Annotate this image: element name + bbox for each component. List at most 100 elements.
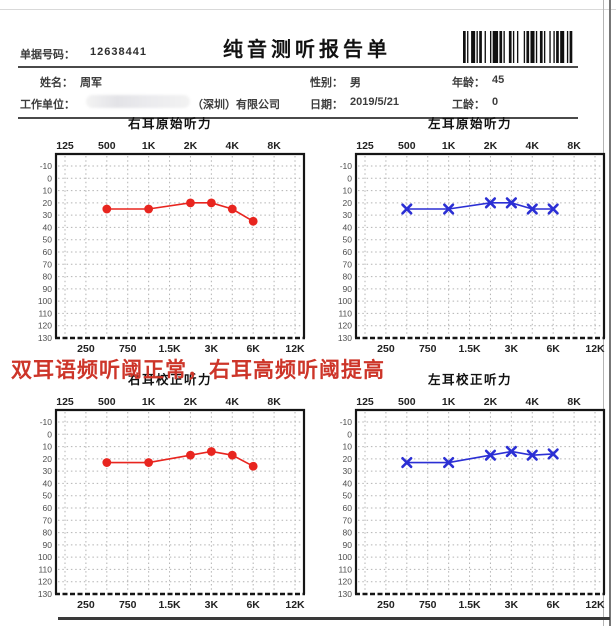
svg-text:20: 20 [43,198,53,208]
svg-text:3K: 3K [205,599,219,611]
svg-text:2K: 2K [484,140,498,152]
service-years-value: 0 [492,96,499,108]
svg-text:12K: 12K [285,599,305,611]
svg-text:500: 500 [398,396,416,408]
page-right-edge-line-outer [609,0,611,626]
svg-text:110: 110 [338,308,352,318]
svg-text:1K: 1K [142,396,156,408]
svg-text:130: 130 [38,589,52,599]
svg-text:90: 90 [43,540,53,550]
svg-text:8K: 8K [567,396,581,408]
doc-number-value: 12638441 [90,46,147,58]
svg-text:120: 120 [338,321,352,331]
svg-text:-10: -10 [40,161,53,171]
svg-text:60: 60 [43,247,53,257]
company-name-redacted-blur [86,95,190,108]
svg-text:8K: 8K [567,140,581,152]
svg-text:250: 250 [377,599,395,611]
audiogram-left-ear-corrected: -10 0 10 20 30 40 50 60 70 80 90 100 110 120 130 125 500… [338,372,606,611]
svg-text:750: 750 [419,599,437,611]
svg-text:120: 120 [38,577,52,587]
svg-text:60: 60 [343,503,353,513]
svg-text:100: 100 [38,552,52,562]
header-divider-top [18,66,578,68]
svg-text:1.5K: 1.5K [458,343,481,355]
svg-text:130: 130 [338,589,352,599]
svg-text:4K: 4K [226,140,240,152]
svg-text:250: 250 [77,343,95,355]
svg-text:125: 125 [356,396,374,408]
svg-text:0: 0 [347,429,352,439]
svg-text:500: 500 [98,396,116,408]
service-years-label: 工龄： [452,99,485,111]
svg-text:60: 60 [343,247,353,257]
svg-text:80: 80 [43,272,53,282]
header-divider-bottom [18,117,578,119]
svg-text:1.5K: 1.5K [158,343,181,355]
svg-text:750: 750 [119,343,137,355]
svg-text:6K: 6K [546,343,560,355]
top-hairline [0,9,616,10]
svg-text:20: 20 [43,454,53,464]
svg-text:120: 120 [338,577,352,587]
svg-text:40: 40 [43,478,53,488]
svg-text:750: 750 [119,599,137,611]
doc-number-label: 单据号码： [20,49,75,61]
svg-text:110: 110 [38,308,52,318]
svg-text:4K: 4K [526,396,540,408]
audiogram-right-ear-corrected: -10 0 10 20 30 40 50 60 70 80 90 100 110 120 130 125 500… [38,372,306,611]
svg-text:30: 30 [343,210,353,220]
svg-text:10: 10 [43,186,53,196]
svg-text:50: 50 [43,491,53,501]
svg-text:70: 70 [43,515,53,525]
svg-text:50: 50 [343,235,353,245]
svg-text:250: 250 [377,343,395,355]
svg-text:40: 40 [343,222,353,232]
svg-text:右耳原始听力: 右耳原始听力 [127,116,212,131]
svg-text:125: 125 [56,140,74,152]
svg-text:-10: -10 [340,161,353,171]
svg-text:500: 500 [398,140,416,152]
svg-text:500: 500 [98,140,116,152]
company-suffix: （深圳）有限公司 [192,99,280,111]
svg-text:60: 60 [43,503,53,513]
svg-text:0: 0 [347,173,352,183]
barcode-icon [463,31,575,63]
svg-text:1K: 1K [442,396,456,408]
svg-text:750: 750 [419,343,437,355]
report-title: 纯音测听报告单 [223,39,391,61]
page-bottom-line [58,617,610,620]
svg-text:12K: 12K [585,343,605,355]
svg-text:-10: -10 [340,417,353,427]
name-label: 姓名： [40,77,73,89]
audiogram-left-ear-original: -10 0 10 20 30 40 50 60 70 80 90 100 110 120 130 125 500… [338,116,606,355]
barcode-bars [463,31,573,63]
svg-text:2K: 2K [184,140,198,152]
svg-text:4K: 4K [526,140,540,152]
svg-text:6K: 6K [246,343,260,355]
svg-text:70: 70 [43,259,53,269]
svg-text:8K: 8K [267,140,281,152]
date-label: 日期： [310,99,343,111]
svg-text:100: 100 [338,552,352,562]
svg-text:12K: 12K [585,599,605,611]
age-label: 年龄： [452,77,485,89]
svg-text:70: 70 [343,515,353,525]
svg-text:0: 0 [47,173,52,183]
svg-text:1K: 1K [442,140,456,152]
svg-text:2K: 2K [484,396,498,408]
svg-text:10: 10 [43,442,53,452]
svg-text:右耳校正听力: 右耳校正听力 [127,372,212,387]
svg-text:90: 90 [43,284,53,294]
gender-label: 性别： [310,77,343,89]
svg-text:10: 10 [343,186,353,196]
svg-text:20: 20 [343,198,353,208]
svg-text:12K: 12K [285,343,305,355]
svg-text:130: 130 [38,333,52,343]
svg-text:8K: 8K [267,396,281,408]
svg-text:4K: 4K [226,396,240,408]
svg-text:2K: 2K [184,396,198,408]
svg-text:125: 125 [56,396,74,408]
gender-value: 男 [350,77,361,89]
